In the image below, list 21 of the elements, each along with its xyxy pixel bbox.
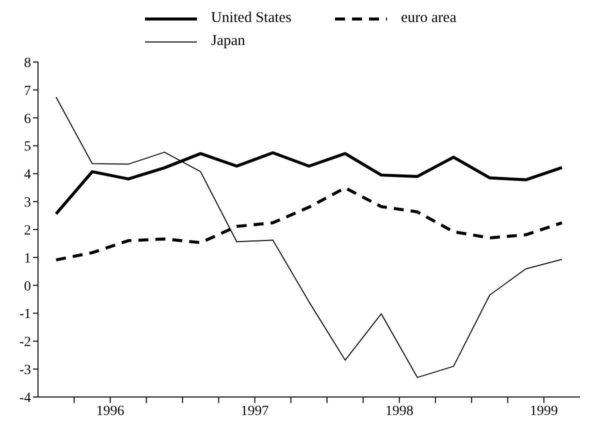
y-tick-label: 1 (24, 251, 31, 266)
y-tick-label: 5 (24, 140, 31, 155)
x-tick-label: 1996 (96, 404, 124, 419)
y-tick-label: -2 (19, 335, 31, 350)
legend-label: United States (211, 10, 292, 27)
legend-label: euro area (401, 10, 456, 27)
y-tick-label: 4 (24, 168, 31, 183)
y-tick-label: 2 (24, 223, 31, 238)
y-tick-label: -1 (19, 307, 31, 322)
y-tick-label: 0 (24, 279, 31, 294)
legend-label: Japan (211, 33, 246, 50)
x-tick-label: 1997 (240, 404, 269, 419)
y-tick-label: -3 (19, 363, 31, 378)
y-tick-label: -4 (19, 390, 31, 406)
x-tick-label: 1998 (385, 404, 414, 419)
line-series (56, 96, 562, 378)
y-tick-label: 7 (24, 84, 31, 99)
y-tick-label: 8 (24, 56, 31, 71)
y-tick-label: 6 (24, 112, 31, 127)
x-tick-label: 1999 (530, 404, 558, 419)
y-tick-label: 3 (24, 196, 31, 211)
